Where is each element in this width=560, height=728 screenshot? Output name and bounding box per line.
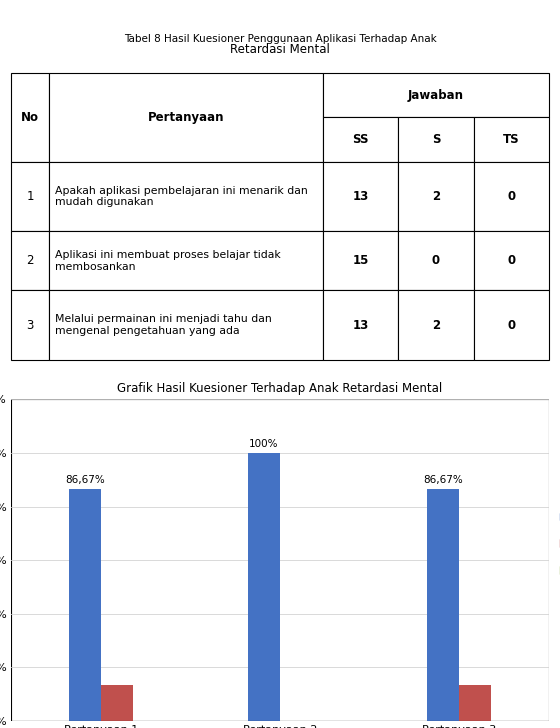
- Text: 3: 3: [26, 319, 34, 331]
- Bar: [398, 117, 474, 162]
- Text: 2: 2: [26, 254, 34, 267]
- Text: 86,67%: 86,67%: [423, 475, 463, 485]
- Bar: [323, 231, 398, 290]
- Text: 0: 0: [507, 254, 515, 267]
- Bar: [11, 73, 49, 162]
- Bar: [248, 453, 280, 721]
- Bar: [398, 162, 474, 231]
- Text: TS: TS: [503, 133, 520, 146]
- Bar: [323, 290, 398, 360]
- Text: 0: 0: [432, 254, 440, 267]
- Text: 13: 13: [352, 190, 369, 203]
- Text: Pertanyaan: Pertanyaan: [148, 111, 224, 124]
- Bar: [398, 231, 474, 290]
- Bar: [323, 117, 398, 162]
- Text: Retardasi Mental: Retardasi Mental: [230, 43, 330, 56]
- Text: Apakah aplikasi pembelajaran ini menarik dan
mudah digunakan: Apakah aplikasi pembelajaran ini menarik…: [55, 186, 308, 207]
- Text: Aplikasi ini membuat proses belajar tidak
membosankan: Aplikasi ini membuat proses belajar tida…: [55, 250, 281, 272]
- Bar: [474, 231, 549, 290]
- Text: Jawaban: Jawaban: [408, 89, 464, 102]
- Title: Grafik Hasil Kuesioner Terhadap Anak Retardasi Mental: Grafik Hasil Kuesioner Terhadap Anak Ret…: [118, 382, 442, 395]
- Bar: [68, 488, 101, 721]
- Text: No: No: [21, 111, 39, 124]
- Text: 2: 2: [432, 319, 440, 331]
- Bar: [49, 162, 323, 231]
- Bar: [323, 162, 398, 231]
- Text: 0: 0: [507, 319, 515, 331]
- Bar: [474, 162, 549, 231]
- Text: 0: 0: [507, 190, 515, 203]
- Text: 2: 2: [432, 190, 440, 203]
- Bar: [474, 290, 549, 360]
- Text: 15: 15: [352, 254, 369, 267]
- Bar: [101, 685, 133, 721]
- Bar: [474, 117, 549, 162]
- Bar: [323, 73, 549, 117]
- Bar: [427, 488, 459, 721]
- Bar: [398, 290, 474, 360]
- Text: S: S: [432, 133, 440, 146]
- Bar: [49, 73, 323, 162]
- Bar: [11, 290, 49, 360]
- Bar: [11, 231, 49, 290]
- Text: 100%: 100%: [249, 439, 279, 449]
- Text: SS: SS: [352, 133, 369, 146]
- Text: 1: 1: [26, 190, 34, 203]
- Text: 86,67%: 86,67%: [65, 475, 105, 485]
- Bar: [11, 162, 49, 231]
- Bar: [459, 685, 492, 721]
- Text: 13: 13: [352, 319, 369, 331]
- Text: Tabel 8 Hasil Kuesioner Penggunaan Aplikasi Terhadap Anak: Tabel 8 Hasil Kuesioner Penggunaan Aplik…: [124, 34, 436, 44]
- Bar: [49, 231, 323, 290]
- Bar: [49, 290, 323, 360]
- Text: Melalui permainan ini menjadi tahu dan
mengenal pengetahuan yang ada: Melalui permainan ini menjadi tahu dan m…: [55, 314, 272, 336]
